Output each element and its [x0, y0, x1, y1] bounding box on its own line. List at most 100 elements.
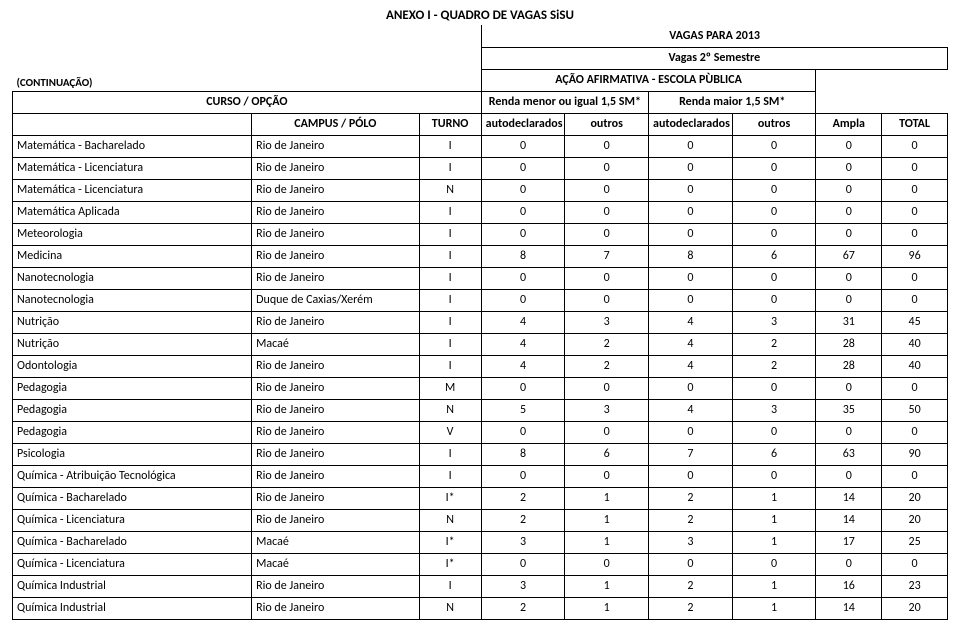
total-cell: 0: [882, 421, 948, 443]
outros-maior-cell: 2: [732, 355, 816, 377]
ampla-cell: 0: [816, 157, 882, 179]
turno-cell: V: [419, 421, 481, 443]
autodecl-maior-cell: 0: [649, 201, 733, 223]
ampla-cell: 31: [816, 311, 882, 333]
outros-menor-cell: 1: [565, 575, 649, 597]
outros-menor-cell: 2: [565, 355, 649, 377]
total-cell: 23: [882, 575, 948, 597]
outros-maior-cell: 0: [732, 377, 816, 399]
total-cell: 20: [882, 509, 948, 531]
campus-cell: Rio de Janeiro: [252, 355, 419, 377]
course-cell: Matemática - Bacharelado: [13, 135, 252, 157]
outros-menor-cell: 0: [565, 553, 649, 575]
total-cell: 40: [882, 355, 948, 377]
ampla-cell: 0: [816, 135, 882, 157]
total-cell: 0: [882, 377, 948, 399]
outros-maior-cell: 0: [732, 289, 816, 311]
campus-cell: Rio de Janeiro: [252, 157, 419, 179]
ampla-cell: 17: [816, 531, 882, 553]
outros-maior-cell: 3: [732, 399, 816, 421]
ampla-cell: 14: [816, 487, 882, 509]
campus-cell: Duque de Caxias/Xerém: [252, 289, 419, 311]
campus-cell: Rio de Janeiro: [252, 245, 419, 267]
turno-cell: I*: [419, 553, 481, 575]
outros-maior-cell: 0: [732, 135, 816, 157]
autodecl-maior-cell: 0: [649, 289, 733, 311]
total-cell: 20: [882, 487, 948, 509]
autodecl-maior-cell: 0: [649, 223, 733, 245]
course-cell: Matemática Aplicada: [13, 201, 252, 223]
total-cell: 0: [882, 201, 948, 223]
table-row: PedagogiaRio de JaneiroV000000: [13, 421, 948, 443]
total-cell: 25: [882, 531, 948, 553]
autodecl-maior-cell: 3: [649, 531, 733, 553]
turno-cell: I: [419, 135, 481, 157]
course-cell: Medicina: [13, 245, 252, 267]
ampla-cell: 67: [816, 245, 882, 267]
table-row: Química - BachareladoMacaéI*31311725: [13, 531, 948, 553]
autodecl-maior-cell: 2: [649, 597, 733, 619]
total-cell: 50: [882, 399, 948, 421]
outros-maior-cell: 0: [732, 421, 816, 443]
table-row: Química - Atribuição TecnológicaRio de J…: [13, 465, 948, 487]
acao-afirmativa-header: AÇÃO AFIRMATIVA - ESCOLA PÙBLICA: [481, 69, 816, 91]
course-cell: Nanotecnologia: [13, 267, 252, 289]
turno-cell: I*: [419, 531, 481, 553]
table-row: NanotecnologiaDuque de Caxias/XerémI0000…: [13, 289, 948, 311]
autodecl-maior-cell: 8: [649, 245, 733, 267]
vagas-table: (CONTINUAÇÃO) VAGAS PARA 2013 Vagas 2º S…: [12, 25, 948, 620]
anexo-title: ANEXO I - QUADRO DE VAGAS SiSU: [12, 8, 948, 23]
outros-menor-cell: 1: [565, 487, 649, 509]
campus-cell: Rio de Janeiro: [252, 135, 419, 157]
turno-cell: N: [419, 509, 481, 531]
table-row: NanotecnologiaRio de JaneiroI000000: [13, 267, 948, 289]
ampla-cell: 28: [816, 355, 882, 377]
table-row: PedagogiaRio de JaneiroM000000: [13, 377, 948, 399]
course-cell: Química - Atribuição Tecnológica: [13, 465, 252, 487]
total-cell: 0: [882, 223, 948, 245]
outros-menor-cell: 0: [565, 223, 649, 245]
outros-menor-cell: 0: [565, 267, 649, 289]
outros-menor-cell: 0: [565, 179, 649, 201]
outros-maior-cell: 1: [732, 509, 816, 531]
outros-menor-cell: 3: [565, 311, 649, 333]
outros-maior-cell: 0: [732, 179, 816, 201]
autodecl-menor-cell: 8: [481, 443, 565, 465]
autodecl-menor-cell: 3: [481, 575, 565, 597]
table-row: MeteorologiaRio de JaneiroI000000: [13, 223, 948, 245]
autodecl-maior-cell: 0: [649, 157, 733, 179]
table-body: Matemática - BachareladoRio de JaneiroI0…: [13, 135, 948, 619]
autodecl-menor-cell: 0: [481, 157, 565, 179]
ampla-cell: 28: [816, 333, 882, 355]
autodecl-menor-cell: 2: [481, 597, 565, 619]
ampla-header: Ampla: [816, 113, 882, 135]
turno-cell: I*: [419, 487, 481, 509]
autodecl-menor-cell: 0: [481, 377, 565, 399]
table-row: MedicinaRio de JaneiroI87866796: [13, 245, 948, 267]
turno-cell: I: [419, 289, 481, 311]
turno-cell: N: [419, 399, 481, 421]
outros-maior-cell: 0: [732, 223, 816, 245]
turno-cell: I: [419, 267, 481, 289]
course-cell: Química - Licenciatura: [13, 509, 252, 531]
outros-header-2: outros: [732, 113, 816, 135]
ampla-cell: 0: [816, 553, 882, 575]
autodecl-maior-cell: 4: [649, 399, 733, 421]
outros-maior-cell: 0: [732, 553, 816, 575]
outros-menor-cell: 0: [565, 465, 649, 487]
outros-maior-cell: 3: [732, 311, 816, 333]
ampla-cell: 16: [816, 575, 882, 597]
autodecl-maior-cell: 2: [649, 575, 733, 597]
autodecl-menor-cell: 0: [481, 421, 565, 443]
ampla-cell: 0: [816, 267, 882, 289]
course-cell: Nutrição: [13, 311, 252, 333]
ampla-cell: 14: [816, 597, 882, 619]
course-cell: Química Industrial: [13, 575, 252, 597]
autodecl-menor-cell: 0: [481, 135, 565, 157]
outros-menor-cell: 0: [565, 421, 649, 443]
campus-cell: Rio de Janeiro: [252, 487, 419, 509]
campus-cell: Rio de Janeiro: [252, 465, 419, 487]
campus-cell: Rio de Janeiro: [252, 421, 419, 443]
autodecl-menor-cell: 0: [481, 465, 565, 487]
campus-cell: Rio de Janeiro: [252, 311, 419, 333]
